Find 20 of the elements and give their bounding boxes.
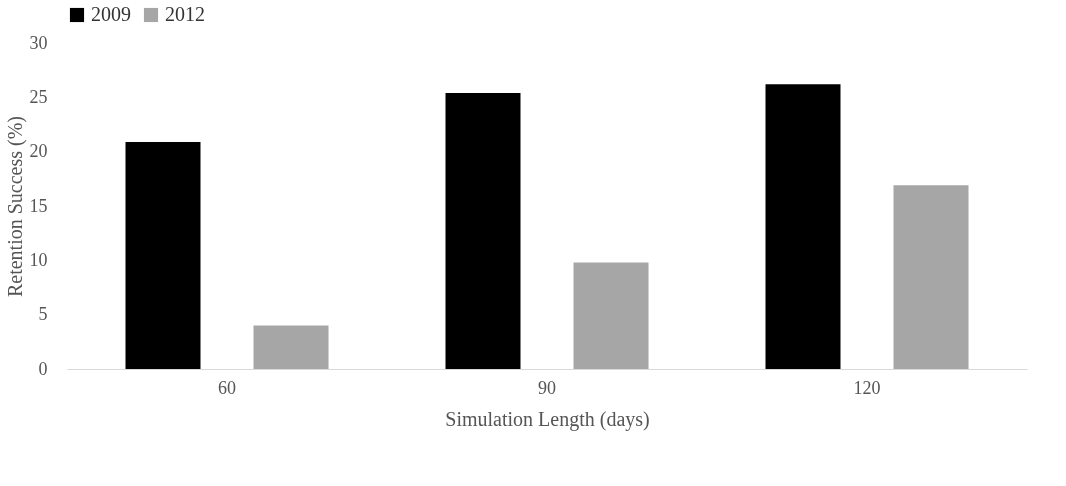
legend-label: 2009 [91, 3, 131, 25]
bar [125, 141, 201, 369]
y-tick-label: 15 [29, 195, 48, 216]
bar [893, 185, 969, 369]
x-axis-title: Simulation Length (days) [445, 407, 650, 431]
y-axis-title: Retention Success (%) [3, 115, 27, 298]
x-tick-label: 60 [218, 377, 236, 398]
bar [573, 262, 649, 369]
x-tick-label: 120 [853, 377, 881, 398]
legend-label: 2012 [165, 3, 205, 25]
y-tick-label: 30 [29, 32, 48, 53]
y-tick-label: 25 [29, 86, 48, 107]
y-tick-label: 20 [29, 141, 48, 162]
bar [253, 325, 329, 369]
y-tick-label: 5 [38, 304, 48, 325]
y-tick-label: 0 [38, 358, 48, 379]
y-tick-label: 10 [29, 249, 48, 270]
bar [445, 92, 521, 369]
bar [765, 84, 841, 369]
x-tick-label: 90 [538, 377, 556, 398]
